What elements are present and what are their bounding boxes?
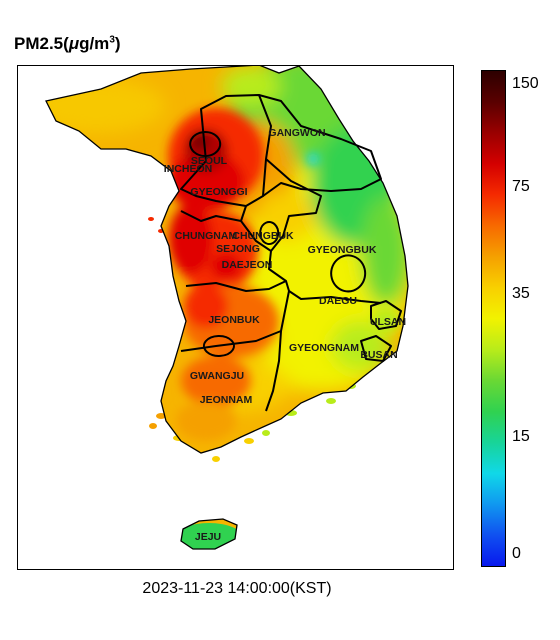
title-unit-g: g/m <box>79 34 110 53</box>
province-borders <box>180 94 402 412</box>
map-title: PM2.5(μg/m3) <box>14 34 121 54</box>
region-label-daegu: DAEGU <box>319 295 357 307</box>
title-unit-mu: μ <box>68 34 80 53</box>
colorbar <box>481 70 506 567</box>
region-label-sejong: SEJONG <box>216 243 260 255</box>
title-unit-close: ) <box>114 34 121 53</box>
timestamp: 2023-11-23 14:00:00(KST) <box>142 580 332 597</box>
colorbar-tick-75: 75 <box>512 178 530 195</box>
colorbar-tick-15: 15 <box>512 428 530 445</box>
coastline <box>45 66 409 550</box>
map-panel: GANGWON SEOUL INCHEON GYEONGGI CHUNGNAM … <box>17 65 454 570</box>
region-labels: GANGWON SEOUL INCHEON GYEONGGI CHUNGNAM … <box>164 127 406 543</box>
region-label-jeonbuk: JEONBUK <box>208 314 260 326</box>
region-label-chungnam: CHUNGNAM <box>175 230 238 242</box>
region-label-jeonnam: JEONNAM <box>200 394 253 406</box>
region-label-chungbuk: CHUNGBUK <box>232 230 294 242</box>
region-label-gyeongbuk: GYEONGBUK <box>308 244 377 256</box>
map-svg: GANGWON SEOUL INCHEON GYEONGGI CHUNGNAM … <box>45 66 409 550</box>
region-label-ulsan: ULSAN <box>370 316 406 328</box>
region-label-gyeonggi: GYEONGGI <box>190 186 247 198</box>
title-unit-open: ( <box>63 34 69 53</box>
region-label-busan: BUSAN <box>360 349 397 361</box>
title-pollutant: PM2.5 <box>14 34 64 53</box>
colorbar-tick-0: 0 <box>512 545 521 562</box>
colorbar-tick-150: 150 <box>512 75 539 92</box>
region-label-gyeongnam: GYEONGNAM <box>289 342 359 354</box>
region-label-incheon: INCHEON <box>164 163 212 175</box>
region-label-jeju: JEJU <box>195 531 221 543</box>
title-unit-exp: 3 <box>109 34 115 46</box>
colorbar-tick-35: 35 <box>512 285 530 302</box>
region-label-gwangju: GWANGJU <box>190 370 244 382</box>
region-label-seoul: SEOUL <box>191 155 228 167</box>
region-label-daejeon: DAEJEON <box>222 259 273 271</box>
region-label-gangwon: GANGWON <box>268 127 325 139</box>
